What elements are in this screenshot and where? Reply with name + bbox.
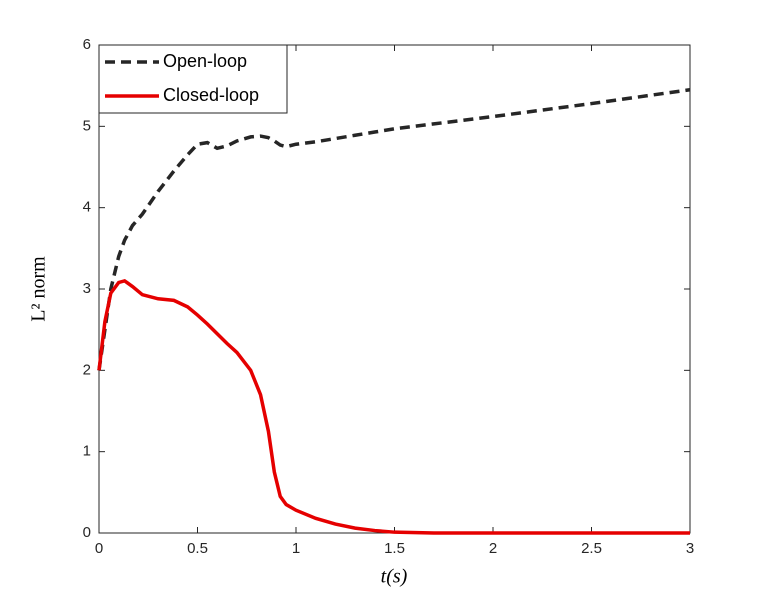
y-tick-label: 4 (83, 199, 91, 216)
y-axis-label: L² norm (28, 256, 50, 322)
legend-box (98, 44, 288, 114)
y-tick-label: 0 (83, 524, 91, 541)
y-tick-label: 3 (83, 280, 91, 297)
x-axis-label: t(s) (381, 566, 408, 588)
x-tick-label: 1 (292, 540, 300, 557)
x-tick-label: 1.5 (384, 540, 405, 557)
x-tick-label: 0.5 (187, 540, 208, 557)
data-line (97, 88, 691, 371)
plot-area (98, 44, 691, 534)
y-tick-label: 6 (83, 36, 91, 53)
x-tick-label: 3 (686, 540, 694, 557)
y-tick-label: 2 (83, 361, 91, 378)
y-tick-label: 5 (83, 117, 91, 134)
legend-label: Closed-loop (163, 85, 259, 105)
legend-label: Open-loop (163, 51, 247, 71)
x-tick-label: 2.5 (581, 540, 602, 557)
data-line (97, 278, 690, 535)
x-tick-label: 2 (489, 540, 497, 557)
y-tick-label: 1 (83, 443, 91, 460)
x-tick-label: 0 (95, 540, 103, 557)
